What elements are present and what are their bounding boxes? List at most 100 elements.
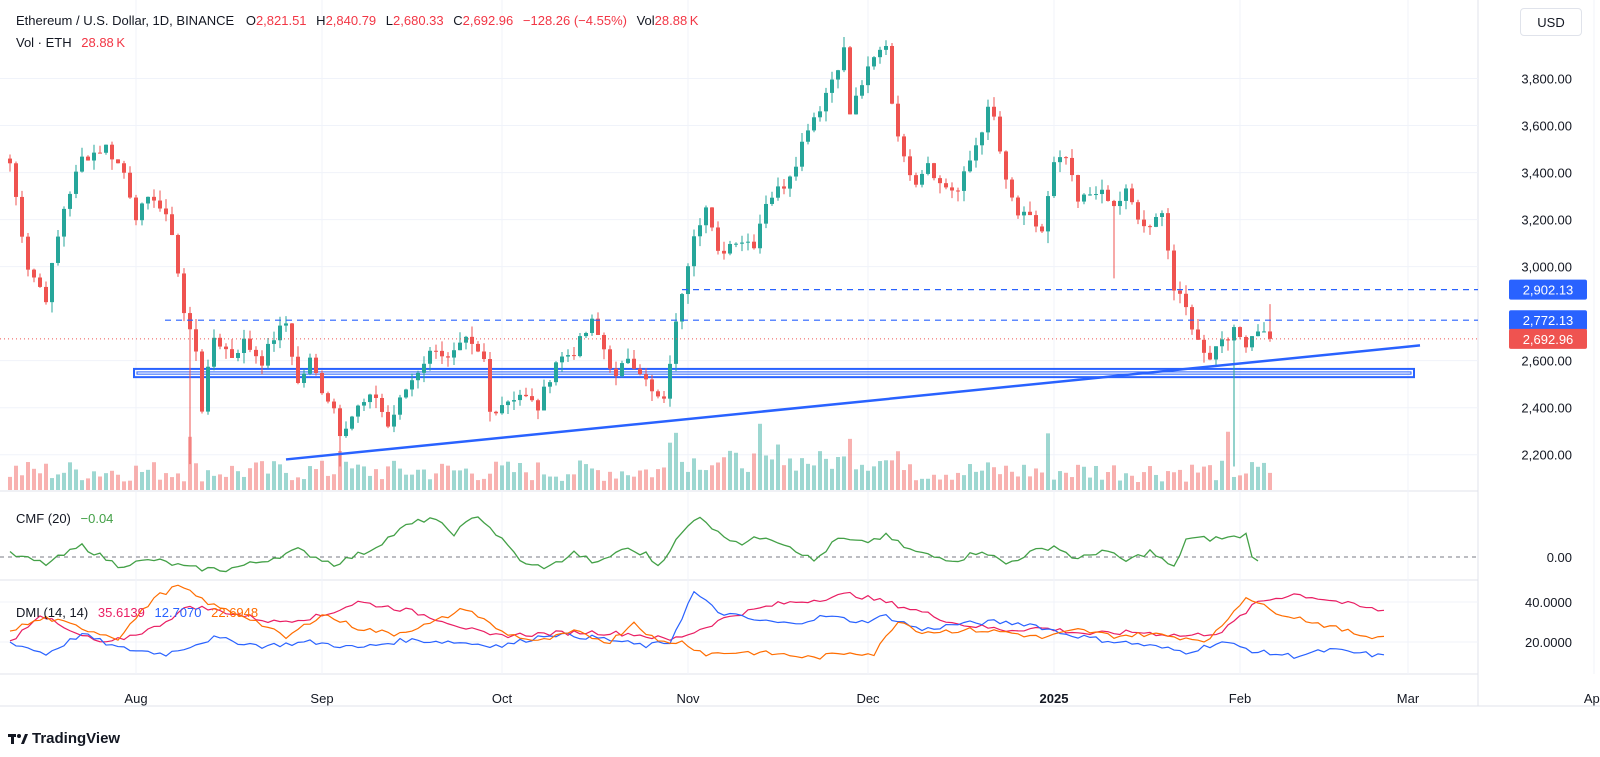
- candle-body: [404, 389, 408, 398]
- volume-bar: [608, 471, 612, 490]
- volume-bar: [314, 469, 318, 490]
- candle-body: [98, 152, 102, 154]
- volume-bar: [512, 472, 516, 490]
- candle-body: [224, 346, 228, 350]
- candle-body: [62, 208, 66, 237]
- candle-body: [86, 156, 90, 161]
- candle-body: [194, 329, 198, 352]
- volume-bar: [134, 465, 138, 490]
- candle-body: [314, 357, 318, 373]
- candle-body: [968, 160, 972, 172]
- candle-body: [800, 141, 804, 167]
- candle-body: [524, 394, 528, 397]
- volume-bar: [128, 480, 132, 490]
- volume-bar: [974, 471, 978, 490]
- candle-body: [284, 323, 288, 326]
- candle-body: [1244, 337, 1248, 348]
- volume-bar: [872, 466, 876, 490]
- candle-body: [980, 132, 984, 146]
- dmi-title[interactable]: DMI (14, 14): [16, 605, 89, 620]
- currency-button[interactable]: USD: [1520, 8, 1582, 36]
- volume-bar: [998, 474, 1002, 490]
- volume-bar: [1022, 464, 1026, 490]
- volume-bar: [428, 479, 432, 490]
- dmi-layer: [0, 584, 1478, 660]
- candle-body: [1154, 217, 1158, 227]
- candle-body: [794, 166, 798, 177]
- price-tick-label: 3,400.00: [1521, 166, 1572, 181]
- axis-layer: 2,200.00 2,400.00 2,600.00 3,000.00 3,200.00…: [124, 72, 1600, 706]
- brand-name: TradingView: [32, 730, 121, 747]
- candle-body: [908, 156, 912, 176]
- volume-bar: [788, 458, 792, 490]
- volume-bar: [674, 432, 678, 490]
- candle-body: [704, 207, 708, 226]
- candle-body: [884, 45, 888, 50]
- volume-bar: [1238, 475, 1242, 490]
- cmf-title[interactable]: CMF (20): [16, 511, 71, 526]
- candle-body: [716, 227, 720, 251]
- volume-bar: [554, 476, 558, 490]
- volume-bar: [968, 464, 972, 490]
- candle-body: [1034, 215, 1038, 227]
- volume-bar: [1004, 465, 1008, 490]
- volume-bar: [1040, 472, 1044, 490]
- price-tick-label: 3,600.00: [1521, 119, 1572, 134]
- candle-body: [596, 318, 600, 335]
- low-label: L: [385, 13, 394, 28]
- candle-body: [158, 200, 162, 209]
- candle-body: [272, 340, 276, 344]
- candle-body: [806, 130, 810, 142]
- volume-bar: [572, 474, 576, 490]
- price-tick-label: 2,600.00: [1521, 354, 1572, 369]
- candle-body: [1256, 331, 1260, 337]
- candle-body: [1118, 200, 1122, 207]
- candle-body: [290, 323, 294, 357]
- volume-bar: [44, 463, 48, 490]
- symbol-title[interactable]: Ethereum / U.S. Dollar, 1D, BINANCE: [16, 13, 235, 28]
- volume-bar: [284, 472, 288, 490]
- candle-body: [536, 400, 540, 411]
- volume-bar: [218, 474, 222, 490]
- volume-bar: [410, 474, 414, 490]
- volume-bar: [404, 474, 408, 490]
- candle-body: [182, 273, 186, 314]
- vol-label: Vol: [636, 13, 655, 28]
- candle-body: [848, 47, 852, 115]
- volume-bar: [446, 465, 450, 490]
- volume-bar: [932, 474, 936, 490]
- volume-bar: [1100, 479, 1104, 490]
- price-tick-label: 3,000.00: [1521, 260, 1572, 275]
- legend-ohlc: Ethereum / U.S. Dollar, 1D, BINANCE O2,8…: [16, 13, 698, 28]
- dmi-minus-line: [9, 590, 1385, 660]
- candle-body: [386, 411, 390, 427]
- volume-bar: [920, 478, 924, 490]
- candle-body: [1106, 189, 1110, 201]
- volume-bar: [602, 480, 606, 490]
- volume-bar: [1172, 472, 1176, 490]
- candle-body: [428, 350, 432, 364]
- candle-body: [578, 336, 582, 357]
- volume-bar: [944, 474, 948, 490]
- candle-body: [662, 396, 666, 399]
- candle-body: [812, 117, 816, 131]
- volume-indicator-label[interactable]: Vol · ETH: [16, 35, 72, 50]
- volume-layer: [8, 423, 1272, 490]
- candle-body: [692, 236, 696, 267]
- candle-body: [992, 106, 996, 117]
- volume-bar: [320, 460, 324, 490]
- brand[interactable]: TradingView: [8, 730, 120, 747]
- candle-body: [1196, 329, 1200, 340]
- candle-body: [350, 416, 354, 429]
- candle-body: [836, 70, 840, 80]
- volume-bar: [110, 470, 114, 490]
- volume-bar: [710, 465, 714, 490]
- volume-bar: [524, 472, 528, 490]
- price-label-text: 2,772.13: [1523, 313, 1574, 328]
- close-label: C: [453, 13, 463, 28]
- volume-bar: [164, 473, 168, 490]
- cmf-layer: [0, 516, 1478, 573]
- candle-body: [446, 356, 450, 358]
- volume-bar: [20, 475, 24, 490]
